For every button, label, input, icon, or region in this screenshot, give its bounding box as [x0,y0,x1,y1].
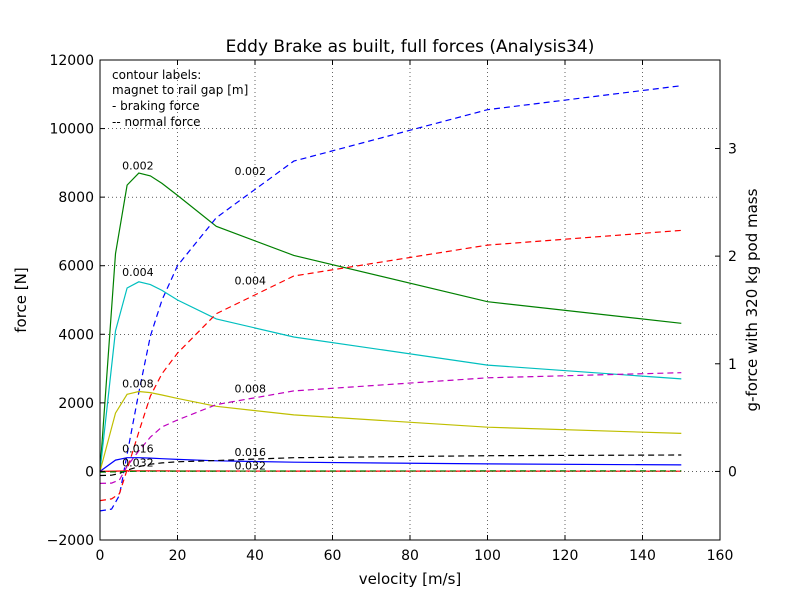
note-line-1: contour labels: [112,68,201,82]
x-tick-label: 120 [552,548,579,564]
y-tick-label: 4000 [58,327,94,343]
y-tick-label: 10000 [49,122,94,138]
chart-title: Eddy Brake as built, full forces (Analys… [226,37,595,57]
tick-layer: 0 20 40 60 80 100 120 140 160−200002000400060008… [47,53,737,564]
y-tick-label: −2000 [47,533,94,549]
series-braking-gap-0_004 [99,281,682,472]
y2-tick-label: 3 [728,141,737,157]
x-tick-label: 0 [96,548,105,564]
y2-tick-label: 1 [728,357,737,373]
note-line-2: magnet to rail gap [m] [112,83,248,97]
contour-label: 0.002 [122,160,153,173]
note-line-3: - braking force [112,99,200,113]
series-braking-gap-0_008 [99,390,682,472]
contour-label: 0.016 [122,443,153,456]
contour-note: contour labels: magnet to rail gap [m] -… [112,68,248,129]
x-tick-label: 20 [169,548,187,564]
contour-label: 0.008 [122,377,153,390]
contour-label: 0.004 [122,266,153,279]
y2-tick-label: 2 [728,249,737,265]
contour-label: 0.008 [234,383,266,396]
y-tick-label: 2000 [58,396,94,412]
contour-label: 0.016 [234,446,266,459]
series-layer [99,85,682,512]
y-tick-label: 8000 [58,190,94,206]
x-tick-label: 60 [324,548,342,564]
contour-label: 0.004 [234,275,266,288]
y-axis-label: force [N] [12,267,30,332]
y-tick-label: 12000 [49,53,94,69]
x-tick-label: 40 [246,548,264,564]
y2-axis-label: g-force with 320 kg pod mass [743,188,761,411]
y2-tick-label: 0 [728,464,737,480]
contour-label: 0.002 [234,165,266,178]
x-tick-label: 160 [707,548,734,564]
y-tick-label: 0 [85,464,94,480]
series-normal-gap-0_008 [99,372,682,484]
series-normal-gap-0_002 [99,85,682,512]
x-tick-label: 140 [629,548,656,564]
y-tick-label: 6000 [58,259,94,275]
series-braking-gap-0_002 [99,172,682,472]
annotation-layer: 0.0020.0040.0080.0160.0320.0020.0040.008… [122,160,266,473]
note-line-4: -- normal force [112,115,201,129]
series-braking-gap-0_016 [99,457,682,472]
x-tick-label: 80 [401,548,419,564]
contour-label: 0.032 [234,460,266,473]
x-tick-label: 100 [474,548,501,564]
x-axis-label: velocity [m/s] [359,570,462,588]
contour-label: 0.032 [122,456,153,469]
